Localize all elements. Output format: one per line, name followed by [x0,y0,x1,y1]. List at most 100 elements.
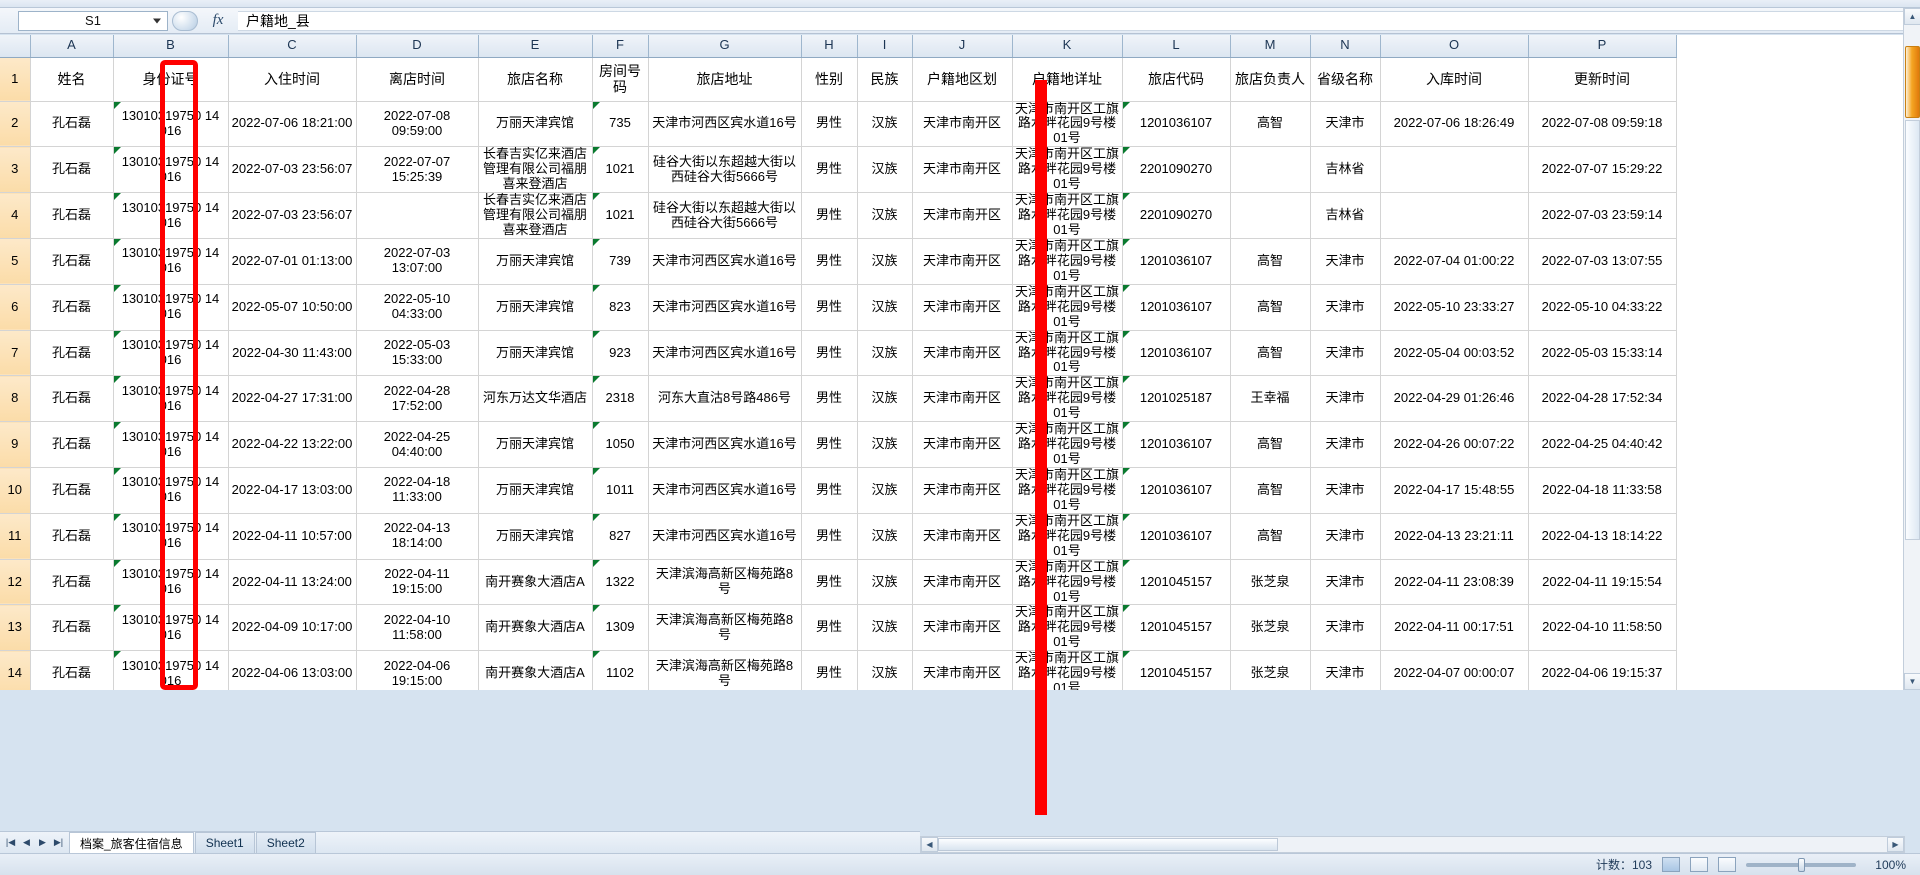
cell-E11[interactable]: 万丽天津宾馆 [478,513,593,560]
cell-D13[interactable]: 2022-04-10 11:58:00 [356,604,479,652]
scroll-right-arrow-icon[interactable]: ▶ [1887,837,1904,852]
cell-G9[interactable]: 天津市河西区宾水道16号 [648,421,802,468]
cell-H10[interactable]: 男性 [801,467,858,514]
column-header-P[interactable]: P [1528,35,1677,58]
cell-H8[interactable]: 男性 [801,375,858,423]
cell-C12[interactable]: 2022-04-11 13:24:00 [228,559,357,606]
cell-F2[interactable]: 735 [592,101,649,148]
cell-C7[interactable]: 2022-04-30 11:43:00 [228,330,357,377]
cell-J9[interactable]: 天津市南开区 [912,421,1013,468]
cell-B9[interactable]: 13010319750 14 016 [113,421,229,468]
sheet-nav-last-icon[interactable]: ▶| [53,837,64,847]
chevron-down-icon[interactable] [153,18,161,23]
table-row[interactable]: 5 孔石磊 13010319750 14 016 2022-07-01 01:13:0… [0,238,1677,285]
cell-C6[interactable]: 2022-05-07 10:50:00 [228,284,357,331]
column-header-D[interactable]: D [356,35,479,58]
cell-A4[interactable]: 孔石磊 [30,192,114,239]
cell-N5[interactable]: 天津市 [1310,238,1381,285]
cell-B8[interactable]: 13010319750 14 016 [113,375,229,423]
sheet-grid[interactable]: A B C D E F G H I J K L M N O P [0,35,1920,690]
cell-L9[interactable]: 1201036107 [1122,421,1231,468]
vertical-scroll-thumb-highlight[interactable] [1905,46,1920,118]
cell-F5[interactable]: 739 [592,238,649,285]
sheet-tab-1[interactable]: Sheet1 [194,832,255,853]
cell-O14[interactable]: 2022-04-07 00:00:07 [1380,650,1529,690]
cell-I6[interactable]: 汉族 [857,284,913,331]
cell-O9[interactable]: 2022-04-26 00:07:22 [1380,421,1529,468]
cell-A6[interactable]: 孔石磊 [30,284,114,331]
cell-K5[interactable]: 天津市南开区工旗路水畔花园9号楼 01号 [1012,238,1123,285]
cell-E2[interactable]: 万丽天津宾馆 [478,101,593,148]
cell-C4[interactable]: 2022-07-03 23:56:07 [228,192,357,239]
cell-E13[interactable]: 南开赛象大酒店A [478,604,593,652]
column-title-M[interactable]: 旅店负责人 [1230,57,1311,102]
cell-B3[interactable]: 13010319750 14 016 [113,146,229,194]
cell-J14[interactable]: 天津市南开区 [912,650,1013,690]
cell-E4[interactable]: 长春吉实亿来酒店管理有限公司福朋喜来登酒店 [478,192,593,239]
cell-M12[interactable]: 张芝泉 [1230,559,1311,606]
cell-H3[interactable]: 男性 [801,146,858,194]
cell-J2[interactable]: 天津市南开区 [912,101,1013,148]
cell-G2[interactable]: 天津市河西区宾水道16号 [648,101,802,148]
cell-K4[interactable]: 天津市南开区工旗路水畔花园9号楼 01号 [1012,192,1123,239]
cell-H5[interactable]: 男性 [801,238,858,285]
column-header-K[interactable]: K [1012,35,1123,58]
cell-G4[interactable]: 硅谷大街以东超越大街以西硅谷大街5666号 [648,192,802,239]
cell-O3[interactable] [1380,146,1529,194]
cell-O7[interactable]: 2022-05-04 00:03:52 [1380,330,1529,377]
column-title-F[interactable]: 房间号码 [592,57,649,102]
cell-I7[interactable]: 汉族 [857,330,913,377]
cell-K13[interactable]: 天津市南开区工旗路水畔花园9号楼 01号 [1012,604,1123,652]
cell-K2[interactable]: 天津市南开区工旗路水畔花园9号楼 01号 [1012,101,1123,148]
cell-M9[interactable]: 高智 [1230,421,1311,468]
row-header-3[interactable]: 3 [0,146,31,194]
cell-L12[interactable]: 1201045157 [1122,559,1231,606]
cell-D3[interactable]: 2022-07-07 15:25:39 [356,146,479,194]
cell-E7[interactable]: 万丽天津宾馆 [478,330,593,377]
table-row[interactable]: 6 孔石磊 13010319750 14 016 2022-05-07 10:50:0… [0,284,1677,331]
cell-P13[interactable]: 2022-04-10 11:58:50 [1528,604,1677,652]
table-row[interactable]: 11 孔石磊 13010319750 14 016 2022-04-11 10:57:… [0,513,1677,560]
column-title-I[interactable]: 民族 [857,57,913,102]
cell-D12[interactable]: 2022-04-11 19:15:00 [356,559,479,606]
cell-D4[interactable] [356,192,479,239]
sheet-tab-2[interactable]: Sheet2 [255,832,316,853]
cell-P10[interactable]: 2022-04-18 11:33:58 [1528,467,1677,514]
row-header-4[interactable]: 4 [0,192,31,239]
cell-M4[interactable] [1230,192,1311,239]
column-title-L[interactable]: 旅店代码 [1122,57,1231,102]
column-header-M[interactable]: M [1230,35,1311,58]
cell-E6[interactable]: 万丽天津宾馆 [478,284,593,331]
cell-I8[interactable]: 汉族 [857,375,913,423]
row-header-8[interactable]: 8 [0,375,31,423]
cell-I5[interactable]: 汉族 [857,238,913,285]
cell-H12[interactable]: 男性 [801,559,858,606]
cell-A9[interactable]: 孔石磊 [30,421,114,468]
cell-P12[interactable]: 2022-04-11 19:15:54 [1528,559,1677,606]
cell-I11[interactable]: 汉族 [857,513,913,560]
cell-N6[interactable]: 天津市 [1310,284,1381,331]
cell-B2[interactable]: 13010319750 14 016 [113,101,229,148]
cell-N9[interactable]: 天津市 [1310,421,1381,468]
cell-F3[interactable]: 1021 [592,146,649,194]
cell-M3[interactable] [1230,146,1311,194]
formula-toggle-button[interactable] [172,10,198,31]
cell-G13[interactable]: 天津滨海高新区梅苑路8号 [648,604,802,652]
cell-L11[interactable]: 1201036107 [1122,513,1231,560]
cell-I12[interactable]: 汉族 [857,559,913,606]
column-title-B[interactable]: 身份证号 [113,57,229,102]
cell-F6[interactable]: 823 [592,284,649,331]
cell-M6[interactable]: 高智 [1230,284,1311,331]
cell-A11[interactable]: 孔石磊 [30,513,114,560]
cell-L6[interactable]: 1201036107 [1122,284,1231,331]
cell-G3[interactable]: 硅谷大街以东超越大街以西硅谷大街5666号 [648,146,802,194]
table-row[interactable]: 12 孔石磊 13010319750 14 016 2022-04-11 13:24:… [0,559,1677,606]
table-row[interactable]: 2 孔石磊 13010319750 14 016 2022-07-06 18:21:0… [0,101,1677,148]
cell-N12[interactable]: 天津市 [1310,559,1381,606]
cell-P2[interactable]: 2022-07-08 09:59:18 [1528,101,1677,148]
table-row[interactable]: 4 孔石磊 13010319750 14 016 2022-07-03 23:56:0… [0,192,1677,239]
cell-F10[interactable]: 1011 [592,467,649,514]
cell-J10[interactable]: 天津市南开区 [912,467,1013,514]
cell-C5[interactable]: 2022-07-01 01:13:00 [228,238,357,285]
cell-F9[interactable]: 1050 [592,421,649,468]
